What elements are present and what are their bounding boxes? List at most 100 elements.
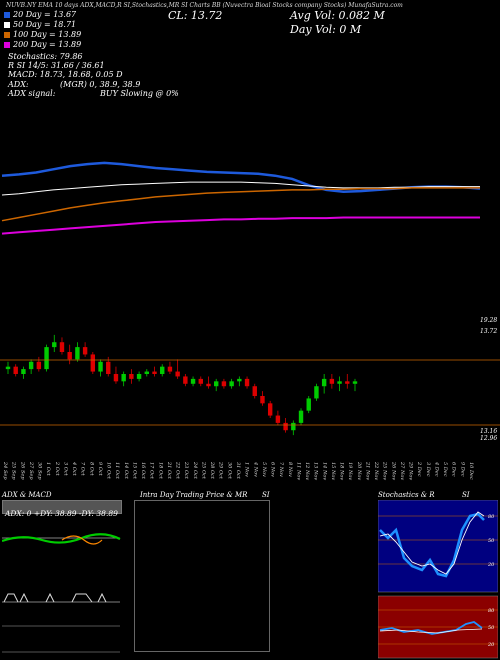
rsi-signal-line <box>379 628 483 634</box>
candle-body <box>291 422 296 431</box>
candle-body <box>152 371 157 374</box>
ema-line-50-day <box>1 181 480 196</box>
date-label: 24 Sep <box>2 461 8 480</box>
date-label: 10 Dec <box>468 462 474 480</box>
stochastics-rsi-panel: Stochastics & R SI 80 50 20 80 50 20 <box>378 490 498 660</box>
candle-body <box>167 366 173 372</box>
stochastics-value: Stochastics: 79.86 <box>8 52 83 61</box>
candle-body <box>82 347 88 355</box>
adx-values: (MGR) 0, 38.9, 38.9 <box>60 80 141 89</box>
date-label: 17 Oct <box>149 462 155 480</box>
date-label: 10 Oct <box>106 462 112 480</box>
date-label: 19 Nov <box>347 462 353 480</box>
legend-swatch-icon <box>4 12 10 18</box>
date-label: 14 Nov <box>321 462 327 480</box>
chart-caption: NUVB.NY EMA 10 days ADX,MACD,R SI,Stocha… <box>6 2 403 9</box>
date-label: 9 Oct <box>97 462 103 477</box>
candle-body <box>306 398 311 411</box>
legend-ema20: 20 Day = 13.67 <box>4 10 81 20</box>
candle-body <box>221 381 227 387</box>
intraday-mr-panel: Intra Day Trading Price & MR SI <box>128 490 373 660</box>
candle-body <box>160 366 165 374</box>
candle-body <box>190 378 196 384</box>
date-label: 13 Nov <box>313 462 319 480</box>
candle-body <box>314 386 319 399</box>
close-price: CL: 13.72 <box>168 9 223 22</box>
ema-lines <box>1 161 481 235</box>
axis-label-bottom: 12.96 <box>480 435 497 442</box>
date-label: 4 Nov <box>252 461 258 477</box>
date-label: 11 Oct <box>114 462 120 480</box>
date-axis: 24 Sep 25 Sep 26 Sep 27 Sep 30 Sep 1 Oct 2 Oct… <box>2 461 474 480</box>
candle-body <box>21 369 26 374</box>
date-label: 15 Oct <box>131 462 137 480</box>
date-label: 30 Sep <box>37 462 43 480</box>
ema-line-200-day <box>1 216 480 235</box>
date-label: 28 Oct <box>209 461 215 480</box>
date-label: 1 Nov <box>244 462 250 477</box>
candle-body <box>352 381 358 384</box>
candle-body <box>345 381 350 384</box>
adx-macd-chart <box>2 533 121 653</box>
adx-panel-values: ADX: 0 +DY: 38.89 -DY: 38.89 <box>5 509 118 518</box>
axis-label-low: 13.16 <box>480 428 497 435</box>
axis-label-mid: 13.72 <box>480 328 497 335</box>
mr-chart-box <box>134 500 270 652</box>
candle-body <box>206 383 211 387</box>
date-label: 7 Oct <box>80 462 86 477</box>
main-chart: 19.28 13.72 13.16 12.96 <box>0 161 500 442</box>
stoch-tick-50: 50 <box>488 538 495 544</box>
candle-body <box>36 361 42 370</box>
date-label: 3 Dec <box>425 462 431 477</box>
date-label: 15 Nov <box>330 462 336 480</box>
macd-value: MACD: 18.73, 18.68, 0.05 D <box>8 70 123 79</box>
buy-signal: BUY Slowing @ 0% <box>100 89 179 98</box>
candle-body <box>298 410 304 423</box>
rsi-tick-80: 80 <box>488 608 495 614</box>
ema-legend: 20 Day = 13.67 50 Day = 18.71 100 Day = … <box>4 10 81 50</box>
rsi-tick-50: 50 <box>488 625 495 631</box>
date-label: 11 Nov <box>295 462 301 480</box>
date-label: 8 Nov <box>287 462 293 477</box>
date-label: 6 Dec <box>451 462 457 477</box>
date-label: 25 Sep <box>11 461 17 480</box>
date-label: 21 Nov <box>364 461 370 480</box>
candle-body <box>260 396 265 404</box>
date-label: 3 Oct <box>62 462 68 477</box>
candle-body <box>67 352 72 360</box>
adx-signal-label: ADX signal: <box>8 89 56 98</box>
candle-body <box>267 403 273 416</box>
date-label: 25 Nov <box>382 461 388 480</box>
candle-body <box>121 374 126 382</box>
date-label: 18 Oct <box>157 462 163 480</box>
date-label: 27 Sep <box>28 461 34 480</box>
date-label: 22 Nov <box>373 461 379 480</box>
date-label: 14 Oct <box>123 462 129 480</box>
date-label: 29 Oct <box>218 461 224 480</box>
date-label: 5 Nov <box>261 462 267 477</box>
legend-swatch-icon <box>4 32 10 38</box>
candle-body <box>13 366 18 374</box>
date-label: 23 Oct <box>183 461 189 480</box>
candle-body <box>90 354 96 372</box>
date-label: 18 Nov <box>339 462 345 480</box>
candle-body <box>144 371 149 374</box>
date-label: 20 Nov <box>356 461 362 480</box>
candle-body <box>329 378 335 384</box>
candle-body <box>237 378 242 382</box>
candlesticks <box>5 334 358 436</box>
candle-body <box>129 374 134 379</box>
date-label: 22 Oct <box>175 461 181 480</box>
candle-body <box>44 347 49 370</box>
date-label: 30 Oct <box>226 462 232 480</box>
candle-body <box>275 415 281 423</box>
date-label: 4 Dec <box>434 461 440 477</box>
indicator-stats: Stochastics: 79.86 R SI 14/5: 31.66 / 36… <box>8 52 123 79</box>
candle-body <box>252 386 257 396</box>
stoch-rsi-chart: 80 50 20 80 50 20 <box>378 500 498 659</box>
stoch-panel-title: Stochastics & R <box>378 491 435 499</box>
adx-line <box>2 533 121 544</box>
date-label: 8 Oct <box>88 462 94 477</box>
candle-body <box>183 376 188 384</box>
date-label: 26 Sep <box>19 461 25 480</box>
